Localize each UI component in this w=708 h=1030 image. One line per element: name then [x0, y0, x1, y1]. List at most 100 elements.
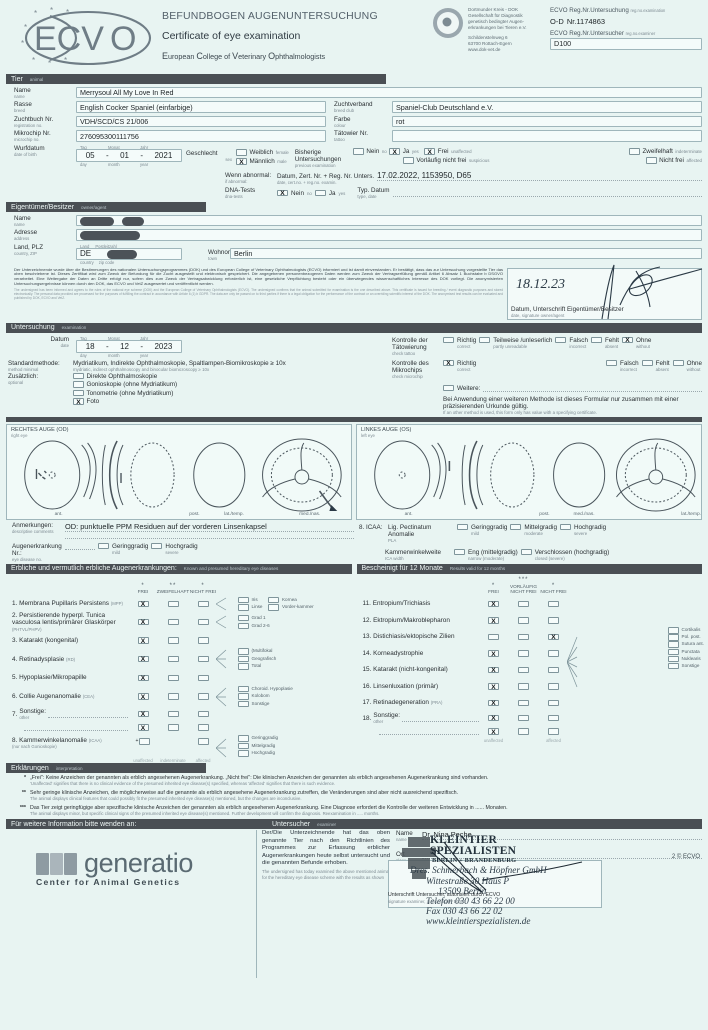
row2-doubt-checkbox[interactable]	[167, 618, 179, 626]
breedclub-input[interactable]: Spaniel-Club Deutschland e.V.	[392, 101, 702, 113]
reg-examiner-input[interactable]: D100	[550, 38, 702, 50]
row1-doubt-checkbox[interactable]	[167, 600, 179, 607]
eyedisease-input[interactable]	[65, 543, 95, 550]
row6-kolobom-checkbox[interactable]	[238, 693, 249, 700]
row13-free-checkbox[interactable]	[488, 633, 499, 640]
owner-address-input[interactable]	[76, 229, 702, 241]
animal-chip-input[interactable]: 276095300111756	[76, 130, 326, 142]
other-method-input[interactable]	[483, 385, 702, 392]
row4-notfree-checkbox[interactable]	[197, 655, 209, 663]
chip-correct-checkbox[interactable]	[443, 359, 454, 367]
row8-mild-checkbox[interactable]	[238, 735, 249, 742]
other-method-checkbox[interactable]	[443, 384, 454, 392]
chip-absent-checkbox[interactable]	[641, 359, 653, 366]
row7b-doubt-checkbox[interactable]	[167, 724, 179, 731]
animal-name-input[interactable]: Merrysoul All My Love In Red	[76, 86, 702, 99]
row2-grad1-checkbox[interactable]	[238, 614, 249, 622]
row7-other-input[interactable]	[48, 711, 128, 718]
row18b-notfree-checkbox[interactable]	[548, 728, 559, 735]
row3-free-checkbox[interactable]	[137, 637, 149, 645]
row5-notfree-checkbox[interactable]	[197, 674, 209, 681]
row1-iris-checkbox[interactable]	[238, 596, 249, 604]
row7b-other-input[interactable]	[24, 724, 128, 731]
row18-prov-checkbox[interactable]	[518, 714, 529, 722]
prev-notfree-checkbox[interactable]	[645, 157, 657, 164]
row4-free-checkbox[interactable]	[137, 655, 149, 664]
row6-notfree-checkbox[interactable]	[197, 693, 209, 700]
optional-checkbox[interactable]	[73, 398, 84, 406]
row6-free-checkbox[interactable]	[137, 693, 149, 701]
row11-prov-checkbox[interactable]	[518, 600, 529, 607]
row16-prov-checkbox[interactable]	[518, 683, 529, 690]
row14-free-checkbox[interactable]	[488, 650, 499, 658]
row6-sonstige-checkbox[interactable]	[238, 700, 249, 708]
row15-notfree-checkbox[interactable]	[548, 666, 559, 673]
row12-prov-checkbox[interactable]	[518, 617, 529, 624]
eyedisease-severe-checkbox[interactable]	[151, 542, 163, 549]
row7-doubt-checkbox[interactable]	[167, 710, 179, 718]
row1-vorderkammer-checkbox[interactable]	[268, 604, 280, 611]
prev-yes-checkbox[interactable]	[389, 148, 401, 156]
colour-input[interactable]: rot	[392, 115, 702, 128]
sex-female-option[interactable]: Weiblich female	[236, 149, 289, 156]
row18b-prov-checkbox[interactable]	[518, 728, 529, 735]
tattoo-input[interactable]	[392, 130, 702, 142]
examiner-place-input[interactable]	[422, 851, 702, 860]
comments-value[interactable]: OD: punktuelle PPM Residuen auf der vord…	[65, 522, 354, 532]
row8-moderate-checkbox[interactable]	[238, 742, 249, 750]
abnormal-input[interactable]: 17.02.2022, 1153950, D65	[377, 171, 702, 181]
row5-free-checkbox[interactable]	[137, 674, 149, 682]
row4-doubt-checkbox[interactable]	[167, 655, 179, 663]
comments-value-2[interactable]	[65, 532, 354, 539]
row6-choroid-checkbox[interactable]	[238, 685, 249, 693]
row18-notfree-checkbox[interactable]	[548, 714, 559, 722]
chip-incorrect-checkbox[interactable]	[606, 359, 618, 366]
row4-multifokal-checkbox[interactable]	[238, 648, 249, 655]
dna-no-checkbox[interactable]	[277, 189, 288, 198]
row1-notfree-checkbox[interactable]	[197, 600, 209, 607]
icaa-moderate-checkbox[interactable]	[510, 523, 522, 530]
owner-signature-box[interactable]: 18.12.23 Datum, Unterschrift Eigentümer/…	[507, 264, 703, 320]
chip-without-checkbox[interactable]	[672, 359, 684, 366]
row2-notfree-checkbox[interactable]	[197, 618, 209, 626]
row6-doubt-checkbox[interactable]	[167, 693, 179, 700]
row11-notfree-checkbox[interactable]	[548, 600, 559, 607]
optional-checkbox[interactable]	[73, 389, 84, 397]
row4-geografisch-checkbox[interactable]	[238, 655, 249, 663]
row18b-other-input[interactable]	[378, 728, 479, 735]
row16-notfree-checkbox[interactable]	[548, 683, 559, 690]
animal-breed-input[interactable]: English Cocker Spaniel (einfarbige)	[76, 101, 326, 113]
dna-type-input[interactable]	[392, 190, 702, 197]
row18-other-input[interactable]	[402, 715, 479, 722]
row3-doubt-checkbox[interactable]	[167, 637, 179, 644]
row8-severe-checkbox[interactable]	[238, 750, 249, 757]
tattoo-without-checkbox[interactable]	[621, 336, 633, 344]
icaa-mild-checkbox[interactable]	[457, 523, 468, 530]
owner-country-zip-input[interactable]: DE	[76, 247, 182, 260]
row15-free-checkbox[interactable]	[488, 666, 499, 674]
optional-checkbox[interactable]	[73, 372, 84, 380]
caw-narrow-checkbox[interactable]	[454, 548, 465, 555]
row18b-free-checkbox[interactable]	[488, 728, 499, 736]
optional-item-tonometrie[interactable]: Tonometrie (ohne Mydriatikum)	[73, 390, 386, 397]
prev-free-checkbox[interactable]	[424, 148, 436, 156]
row16-free-checkbox[interactable]	[488, 683, 499, 691]
row14-cortikalis-checkbox[interactable]	[668, 627, 680, 634]
optional-item-foto[interactable]: Foto	[73, 398, 386, 406]
owner-name-input[interactable]	[76, 214, 702, 227]
row13-notfree-checkbox[interactable]	[548, 633, 559, 641]
row7b-notfree-checkbox[interactable]	[197, 724, 209, 731]
row14-sonstige-checkbox[interactable]	[668, 662, 680, 670]
row11-free-checkbox[interactable]	[488, 600, 499, 608]
row3-notfree-checkbox[interactable]	[197, 637, 209, 644]
row12-notfree-checkbox[interactable]	[548, 617, 559, 624]
row4-total-checkbox[interactable]	[238, 663, 249, 670]
row7-free-checkbox[interactable]	[137, 710, 149, 719]
dob-input[interactable]: 05- 01- 2021	[76, 149, 182, 162]
prev-no-checkbox[interactable]	[352, 148, 364, 155]
row15-prov-checkbox[interactable]	[518, 666, 529, 673]
sex-male-checkbox[interactable]	[236, 158, 247, 166]
right-eye-diagram[interactable]: RECHTES AUGE (OD) right eye	[6, 423, 352, 520]
row17-free-checkbox[interactable]	[488, 699, 499, 707]
optional-item-direkte-ophthalmoskopie[interactable]: Direkte Ophthalmoskopie	[73, 373, 386, 380]
